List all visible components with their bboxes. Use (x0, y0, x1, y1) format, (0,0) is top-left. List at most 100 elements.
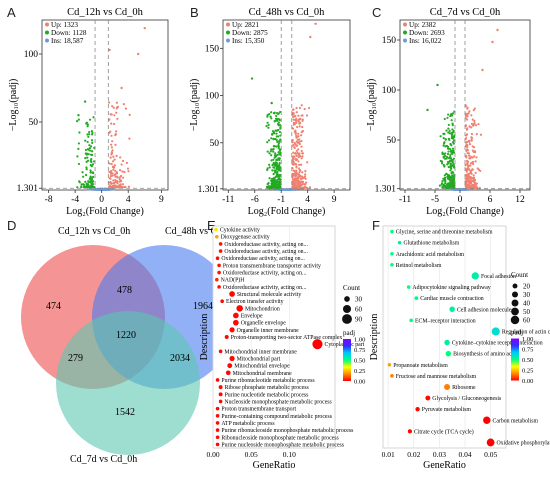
y-axis-label: Description (199, 314, 210, 361)
y-axis-label: −Log₁₀(padj) (189, 79, 200, 132)
volcano-point-down (448, 147, 451, 151)
term-label: Retinol metabolism (396, 263, 442, 269)
volcano-point-up (110, 170, 113, 173)
volcano-point-up (124, 107, 128, 110)
volcano-point-down (444, 138, 447, 141)
volcano-point-down (82, 175, 85, 178)
volcano-point-up (470, 155, 473, 158)
volcano-point-up (294, 119, 298, 122)
volcano-point-up (111, 160, 115, 163)
volcano-point-up (297, 187, 301, 190)
volcano-point-ins (275, 188, 278, 191)
legend-marker-ins (403, 38, 407, 43)
volcano-point-down (90, 160, 93, 164)
volcano-point-up (470, 139, 473, 142)
volcano-point-down (442, 185, 445, 188)
volcano-point-down (451, 147, 455, 150)
volcano-point-up (113, 164, 116, 167)
volcano-point-down (91, 180, 95, 183)
volcano-point-up (297, 132, 300, 135)
volcano-point-up (294, 114, 297, 118)
term-label: Biosynthesis of amino acids (453, 351, 519, 358)
volcano-point-down (447, 165, 450, 169)
volcano-point-up (468, 110, 471, 113)
term-label: Oxidoreductase activity, acting on... (223, 271, 307, 277)
volcano-point-up (473, 107, 476, 110)
term-dot (390, 229, 394, 234)
volcano-point-down (274, 162, 277, 165)
venn-diagram: Cd_12h vs Cd_0h Cd_48h vs Cd_0h Cd_7d vs… (21, 226, 237, 465)
volcano-point-down (451, 112, 454, 115)
volcano-point-down (452, 182, 456, 185)
volcano-point-up (112, 182, 115, 185)
volcano-point-up (465, 134, 468, 137)
volcano-point-up (113, 166, 116, 169)
term-dot (471, 272, 479, 280)
volcano-point-up (292, 151, 295, 154)
volcano-point-up (114, 178, 117, 182)
volcano-point-down (269, 115, 272, 118)
volcano-point-down (447, 177, 450, 180)
volcano-point-up (496, 28, 499, 32)
volcano-point-up (109, 174, 112, 178)
volcano-point-down (270, 148, 274, 151)
volcano-point-up (109, 177, 112, 180)
volcano-point-down (274, 152, 277, 155)
volcano-point-down (275, 132, 278, 135)
term-label: Dioxygenase activity (221, 235, 270, 241)
term-label: Envelope (241, 314, 263, 320)
volcano-point-down (274, 129, 277, 132)
volcano-point-up (113, 114, 116, 117)
term-dot (449, 306, 455, 312)
volcano-point-ins (451, 188, 454, 191)
volcano-point-down (273, 181, 276, 184)
color-legend-title: padj (511, 329, 523, 337)
term-label: Adipocytokine signaling pathway (412, 285, 490, 291)
volcano-point-up (296, 179, 300, 183)
volcano-point-up (472, 124, 475, 127)
volcano-point-down (279, 110, 282, 114)
volcano-point-up (128, 113, 131, 116)
volcano-point-up (143, 26, 146, 30)
volcano-point-up (115, 111, 118, 114)
volcano-point-up (128, 137, 131, 140)
volcano-point-up (304, 173, 307, 176)
volcano-point-down (447, 127, 450, 130)
term-dot (444, 339, 450, 346)
volcano-point-down (270, 159, 273, 162)
term-label: Ribonucleoside monophosphate metabolic p… (221, 435, 339, 441)
volcano-point-up (304, 177, 307, 180)
term-label: Organelle envelope (241, 321, 287, 327)
volcano-point-ins (111, 188, 114, 191)
volcano-point-up (294, 129, 297, 132)
volcano-point-down (82, 186, 85, 189)
color-legend-label: 0.75 (522, 347, 533, 354)
volcano-point-down (444, 178, 447, 181)
plot-title: Cd_48h vs Cd_0h (249, 7, 326, 18)
volcano-point-up (301, 180, 304, 184)
volcano-point-up (467, 177, 470, 180)
volcano-point-up (465, 170, 468, 173)
volcano-point-down (273, 112, 276, 115)
volcano-point-up (114, 175, 117, 178)
x-axis-label: Log₂(Fold Change) (426, 206, 504, 217)
volcano-point-up (299, 182, 302, 186)
volcano-point-down (442, 177, 445, 180)
venn-count-48h-7d: 2034 (170, 353, 190, 364)
volcano-point-down (89, 145, 93, 148)
volcano-point-up (303, 183, 306, 186)
volcano-point-up (295, 144, 298, 147)
volcano-point-down (270, 182, 273, 185)
term-dot (215, 406, 220, 411)
volcano-point-down (449, 153, 452, 156)
volcano-point-down (84, 139, 87, 142)
volcano-point-down (277, 121, 280, 124)
term-dot (414, 296, 419, 301)
term-label: Cytokine–cytokine receptor interaction (452, 341, 543, 347)
volcano-point-down (266, 168, 269, 172)
volcano-point-down (265, 124, 268, 128)
volcano-point-down (278, 157, 281, 160)
volcano-point-up (301, 118, 304, 121)
volcano-point-up (469, 181, 472, 184)
legend-label: Down: 2693 (409, 29, 445, 37)
